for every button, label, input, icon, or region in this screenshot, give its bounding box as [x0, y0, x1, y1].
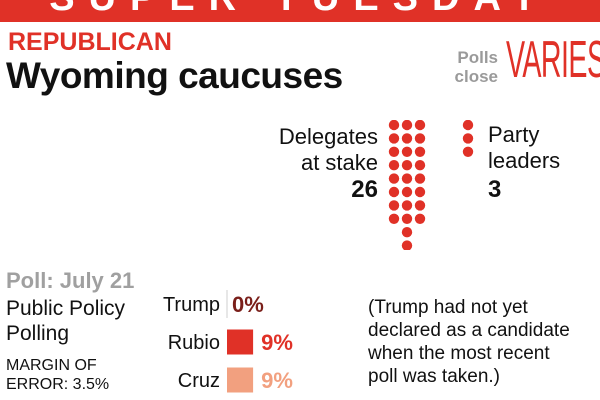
- delegate-dot: [414, 160, 426, 171]
- margin-of-error: MARGIN OF ERROR: 3.5%: [6, 356, 136, 394]
- delegate-dot: [401, 186, 413, 198]
- pollster-line1: Public Policy: [6, 297, 126, 320]
- category-label: Rubio: [168, 332, 220, 354]
- bar: [227, 367, 254, 393]
- data-label: 9%: [261, 330, 293, 355]
- moe-line1: MARGIN OF: [6, 357, 97, 374]
- party-leaders-value: 3: [488, 176, 502, 203]
- banner: SUPER TUESDAY: [0, 0, 600, 22]
- delegate-dot: [414, 120, 426, 131]
- delegate-dot: [401, 173, 413, 184]
- poll-note-line2: declared as a candidate: [368, 320, 570, 341]
- polls-close-label: Polls close: [444, 48, 498, 86]
- poll-bar-chart: Trump 0% Rubio 9% Cruz 9%: [163, 290, 293, 393]
- pollster-line2: Polling: [6, 322, 70, 345]
- delegates-label: Delegates at stake: [268, 124, 378, 176]
- delegate-dot: [401, 227, 413, 238]
- delegate-dot: [401, 146, 413, 157]
- party-leaders-line1: Party: [488, 122, 540, 147]
- party-leaders-label: Party leaders: [488, 122, 560, 174]
- polls-close-line2: close: [454, 67, 498, 86]
- delegate-dot: [388, 146, 400, 157]
- delegate-dot: [388, 120, 400, 131]
- poll-date: Poll: July 21: [6, 268, 135, 293]
- polls-close-value: VARIES: [506, 31, 600, 89]
- pollster-name: Public Policy Polling: [6, 296, 156, 346]
- delegate-dots: [388, 120, 474, 250]
- delegate-dot: [414, 200, 426, 211]
- polls-close-line1: Polls: [457, 48, 498, 67]
- contest-title: Wyoming caucuses: [6, 55, 343, 96]
- category-label: Cruz: [178, 370, 220, 392]
- delegate-dot: [401, 200, 413, 211]
- party-label: REPUBLICAN: [8, 28, 172, 56]
- delegate-dot: [401, 120, 413, 131]
- delegate-dot: [414, 213, 426, 224]
- data-label: 9%: [261, 368, 293, 393]
- party-leader-dot: [462, 146, 474, 157]
- party-leader-dot: [462, 120, 474, 131]
- poll-note-line1: (Trump had not yet: [368, 297, 528, 318]
- data-label: 0%: [232, 292, 264, 317]
- poll-note-line4: poll was taken.): [368, 366, 501, 387]
- delegate-dot: [414, 146, 426, 157]
- moe-line2: ERROR: 3.5%: [6, 376, 110, 393]
- delegate-dot: [414, 186, 426, 198]
- party-leader-dot: [462, 133, 474, 144]
- poll-note-line3: when the most recent: [368, 343, 550, 364]
- party-leaders-line2: leaders: [488, 148, 561, 173]
- banner-title: SUPER TUESDAY: [0, 0, 600, 18]
- delegate-dot: [401, 160, 413, 171]
- delegate-dot: [388, 186, 400, 198]
- delegate-dot: [414, 133, 426, 144]
- delegates-label-line1: Delegates: [278, 124, 378, 149]
- delegate-dot: [388, 133, 400, 144]
- bar: [227, 329, 254, 355]
- delegate-dot: [401, 133, 413, 144]
- poll-note: (Trump had not yet declared as a candida…: [368, 296, 598, 388]
- delegate-dot: [388, 173, 400, 184]
- delegate-dot: [388, 160, 400, 171]
- delegates-label-line2: at stake: [300, 150, 378, 175]
- delegate-dot: [401, 213, 413, 224]
- delegate-dot: [401, 240, 413, 250]
- category-label: Trump: [163, 294, 220, 316]
- delegates-value: 26: [351, 176, 378, 203]
- delegate-dot: [388, 200, 400, 211]
- delegate-dot: [388, 213, 400, 224]
- delegate-dot: [414, 173, 426, 184]
